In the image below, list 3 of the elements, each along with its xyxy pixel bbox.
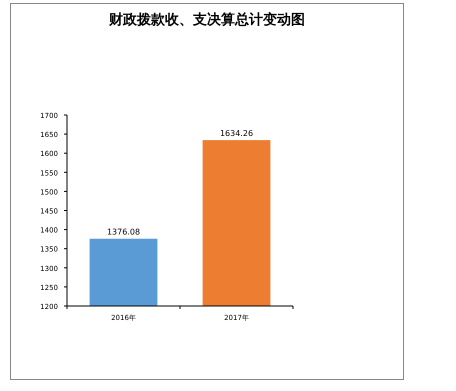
- data-label: 1634.26: [220, 129, 254, 138]
- chart-title: 财政拨款收、支决算总计变动图: [108, 11, 305, 28]
- data-label: 1376.08: [106, 228, 140, 237]
